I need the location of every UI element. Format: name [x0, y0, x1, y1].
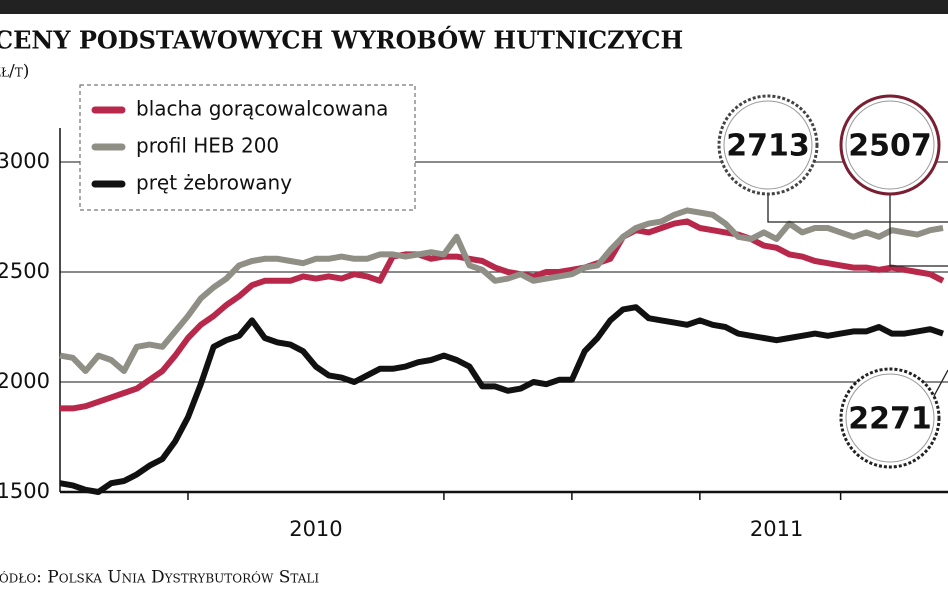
x-tick-label: 2011 [750, 517, 803, 541]
y-tick-label: 2500 [0, 259, 50, 283]
legend-label: pręt żebrowany [136, 171, 292, 195]
y-tick-label: 2000 [0, 369, 50, 393]
unit-label: (zł/t) [0, 62, 29, 82]
x-tick-label: 2010 [289, 517, 342, 541]
callout-inner [723, 100, 813, 190]
legend: blacha gorącowalcowana profil HEB 200 pręt… [79, 84, 416, 211]
callout-circle [839, 367, 941, 469]
callout-circle [717, 94, 819, 196]
y-tick-label: 1500 [0, 479, 50, 503]
callout-label: 2271 [848, 402, 932, 437]
line-series [59, 207, 944, 374]
callout-label: 2713 [726, 129, 810, 164]
line-series [60, 218, 945, 412]
legend-label: profil HEB 200 [136, 134, 279, 158]
y-tick-label: 3000 [0, 149, 50, 173]
chart-title: CENY PODSTAWOWYCH WYROBÓW HUTNICZYCH [0, 26, 683, 55]
top-bar [0, 0, 948, 14]
callout-inner [845, 100, 935, 190]
callout-line [889, 193, 948, 267]
callout-line [767, 193, 948, 223]
callout-inner [845, 373, 935, 463]
legend-label: blacha gorącowalcowana [136, 97, 388, 121]
callout-label: 2507 [848, 129, 932, 164]
legend-box [79, 84, 416, 211]
callout-circle [839, 94, 941, 196]
source: Źródło: Polska Unia Dystrybutorów Stali [0, 567, 319, 588]
callout-line [933, 369, 948, 397]
line-series [59, 304, 944, 495]
